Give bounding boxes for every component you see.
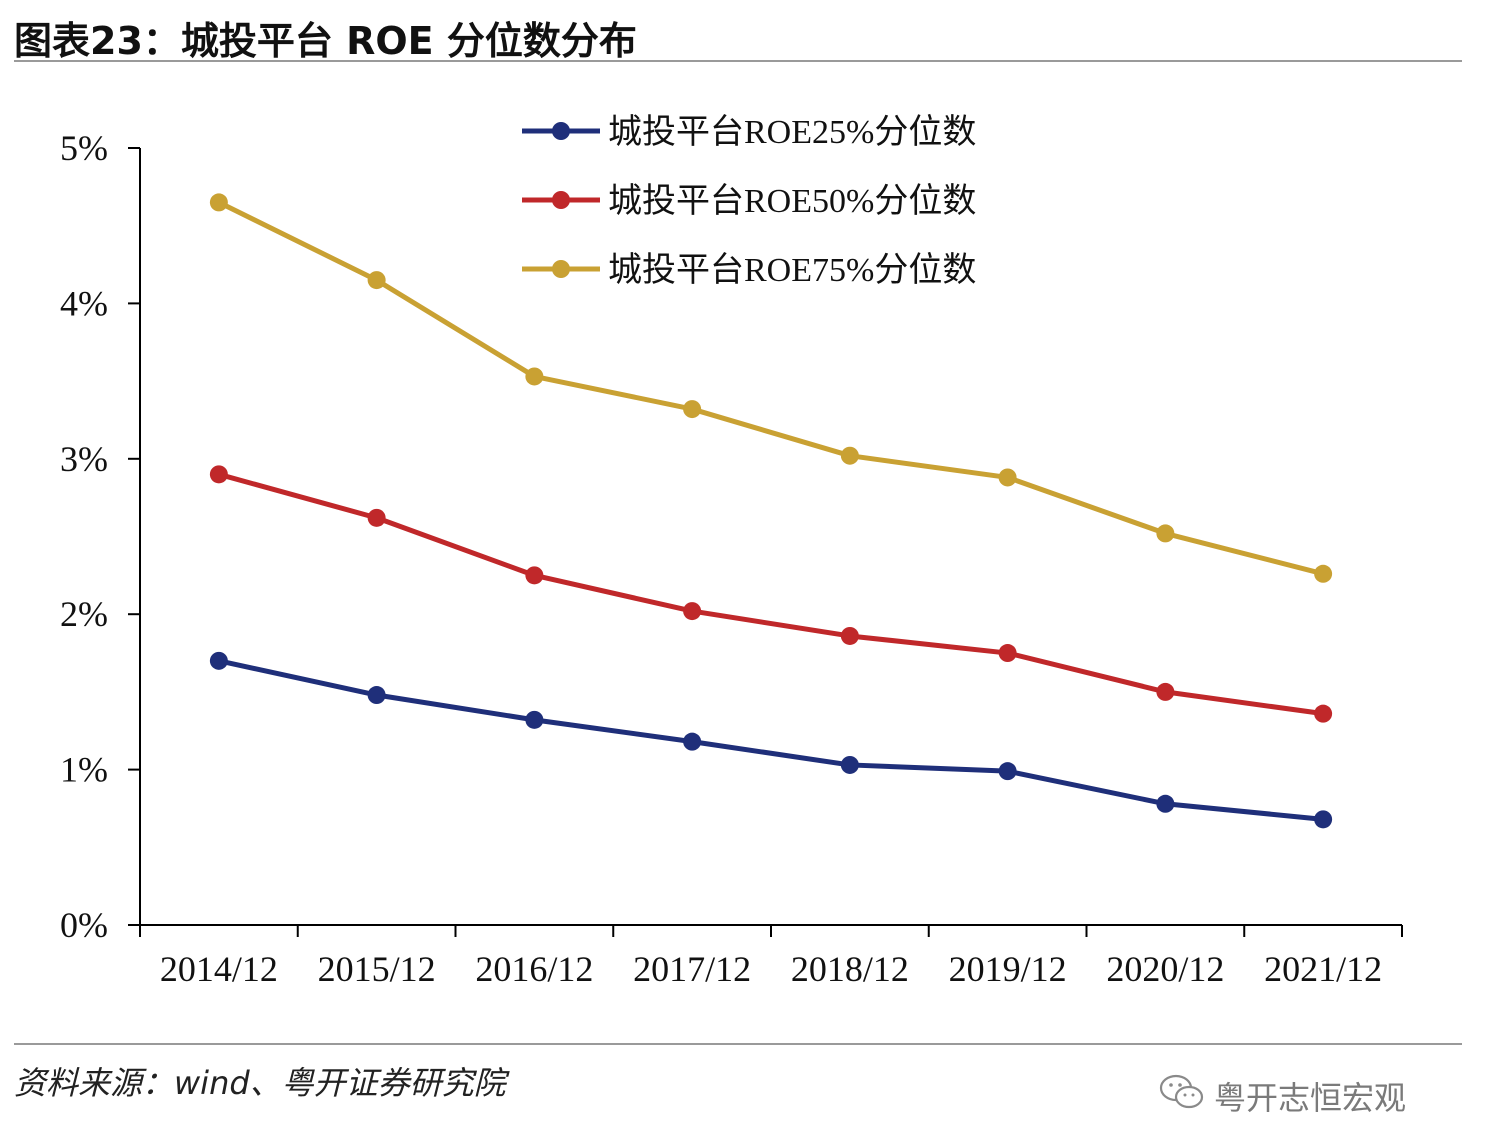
data-point <box>683 602 702 621</box>
x-tick-label: 2020/12 <box>1106 949 1224 989</box>
legend-label: 城投平台ROE25%分位数 <box>608 113 976 151</box>
data-point <box>1314 704 1333 723</box>
series-line <box>217 200 1324 577</box>
x-tick-label: 2015/12 <box>318 949 436 989</box>
data-point <box>683 400 702 419</box>
series-2 <box>209 465 1333 723</box>
data-point <box>367 271 386 290</box>
data-point <box>840 626 859 645</box>
x-tick-label: 2019/12 <box>949 949 1067 989</box>
data-point <box>525 367 544 386</box>
source-note: 资料来源：wind、粤开证券研究院 <box>14 1064 506 1102</box>
data-point <box>525 710 544 729</box>
data-point <box>1156 794 1175 813</box>
data-point <box>683 732 702 751</box>
watermark: 粤开志恒宏观 <box>1158 1072 1406 1120</box>
legend-swatch-marker <box>552 122 570 140</box>
chart-axes: 0% 1% 2% 3% 4% 5% 2014/12 2015/12 2016/12 2017/12… <box>60 128 1403 989</box>
data-point <box>998 644 1017 663</box>
y-tick-label: 3% <box>60 439 108 479</box>
data-point <box>1314 810 1333 829</box>
data-point <box>209 193 228 212</box>
legend-swatch-marker <box>552 191 570 209</box>
figure-title: 图表23：城投平台 ROE 分位数分布 <box>14 19 637 63</box>
series-3 <box>209 193 1333 583</box>
data-point <box>840 755 859 774</box>
footer-divider <box>14 1043 1462 1045</box>
x-tick-label: 2017/12 <box>633 949 751 989</box>
data-point <box>1156 524 1175 543</box>
data-point <box>367 686 386 705</box>
data-point <box>1156 682 1175 701</box>
legend-label: 城投平台ROE75%分位数 <box>608 251 976 289</box>
legend-item: 城投平台ROE25%分位数 <box>522 113 976 151</box>
y-tick-label: 0% <box>60 905 108 945</box>
watermark-text: 粤开志恒宏观 <box>1214 1079 1407 1117</box>
legend-label: 城投平台ROE50%分位数 <box>608 182 976 220</box>
legend-item: 城投平台ROE75%分位数 <box>522 251 976 289</box>
series-line <box>218 658 1324 822</box>
legend-swatch-marker <box>552 260 570 278</box>
x-tick-label: 2018/12 <box>791 949 909 989</box>
x-tick-label: 2021/12 <box>1264 949 1382 989</box>
line-chart: 0% 1% 2% 3% 4% 5% 2014/12 2015/12 2016/12 2017/12… <box>60 113 1403 989</box>
data-point <box>840 446 859 465</box>
title-divider <box>14 60 1462 62</box>
x-tick-label: 2014/12 <box>160 949 278 989</box>
series-layer <box>209 193 1333 829</box>
wechat-icon <box>1158 1072 1206 1120</box>
y-tick-label: 2% <box>60 594 108 634</box>
data-point <box>1314 564 1333 583</box>
legend-item: 城投平台ROE50%分位数 <box>522 182 976 220</box>
data-point <box>998 468 1017 487</box>
data-point <box>209 465 228 484</box>
x-tick-label: 2016/12 <box>475 949 593 989</box>
series-line <box>218 471 1324 717</box>
data-point <box>998 762 1017 781</box>
data-point <box>209 651 228 670</box>
y-tick-label: 4% <box>60 283 108 323</box>
series-1 <box>209 651 1333 829</box>
data-point <box>367 508 386 527</box>
data-point <box>525 566 544 585</box>
y-tick-label: 1% <box>60 750 108 790</box>
y-tick-label: 5% <box>60 128 108 168</box>
